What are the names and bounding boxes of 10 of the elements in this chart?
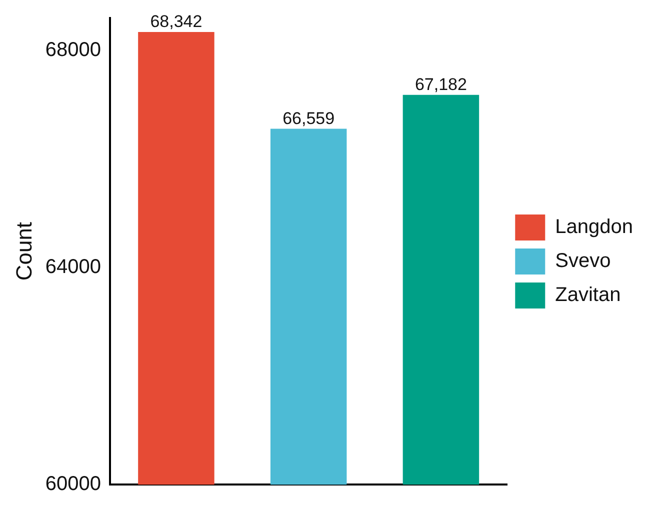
data-label: 68,342 xyxy=(150,12,202,32)
legend-label: Zavitan xyxy=(555,284,621,306)
data-label: 67,182 xyxy=(414,75,467,94)
legend-label: Langdon xyxy=(555,216,634,238)
y-axis-title: Count xyxy=(11,222,36,281)
y-tick-label: 60000 xyxy=(45,473,102,496)
data-label: 66,559 xyxy=(282,108,335,128)
y-tick-label: 68000 xyxy=(45,39,102,62)
y-tick-label: 64000 xyxy=(45,256,102,278)
legend-label: Svevo xyxy=(555,250,611,272)
